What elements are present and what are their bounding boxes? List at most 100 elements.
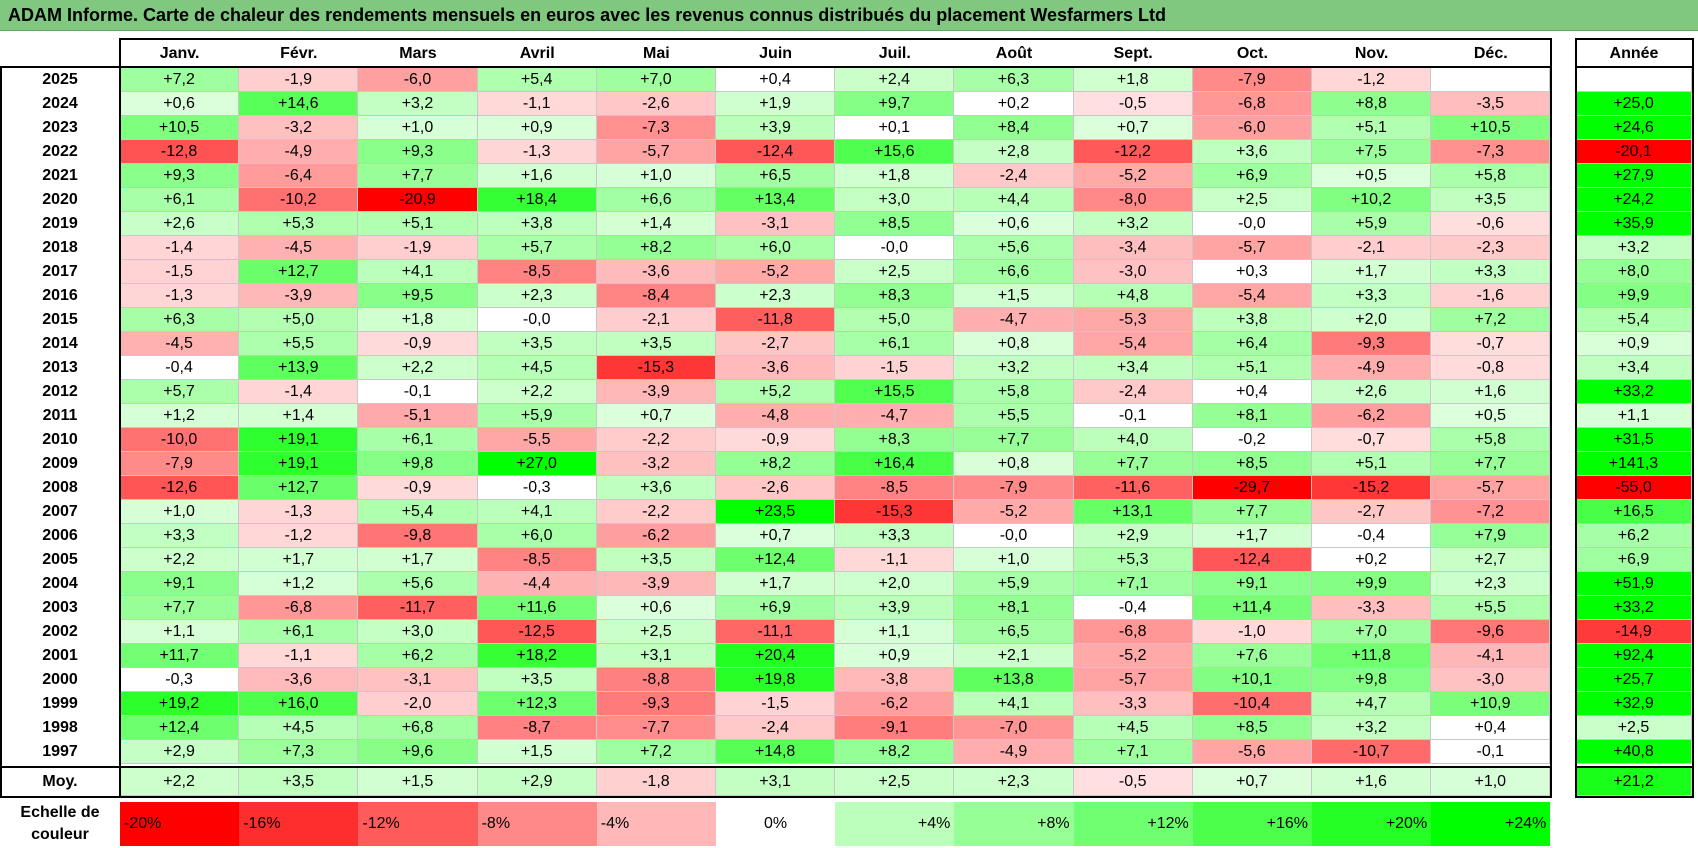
heatmap-cell: -15,3	[596, 356, 716, 380]
heatmap-cell: -3,0	[1431, 668, 1551, 692]
heatmap-cell: -1,5	[835, 356, 955, 380]
heatmap-cell: -12,2	[1073, 140, 1193, 164]
heatmap-cell: +19,1	[239, 428, 359, 452]
heatmap-cell: -9,3	[1312, 332, 1432, 356]
heatmap-cell: +5,7	[477, 236, 597, 260]
heatmap-cell: -3,2	[596, 452, 716, 476]
heatmap-cell: -8,5	[477, 548, 597, 572]
heatmap-cell: -1,1	[477, 92, 597, 116]
heatmap-cell: +2,4	[835, 68, 955, 92]
heatmap-cell: +19,8	[716, 668, 836, 692]
annual-cell: +0,9	[1576, 332, 1692, 356]
heatmap-cell: -0,0	[1192, 212, 1312, 236]
heatmap-cell: +8,5	[1192, 452, 1312, 476]
heatmap-cell: -10,7	[1312, 740, 1432, 764]
heatmap-cell: -5,2	[1073, 644, 1193, 668]
heatmap-cell: -5,4	[1192, 284, 1312, 308]
heatmap-cell: -10,2	[239, 188, 359, 212]
heatmap-cell: +5,6	[954, 236, 1074, 260]
heatmap-cell: +13,4	[716, 188, 836, 212]
heatmap-cell: -3,5	[1431, 92, 1551, 116]
year-label-2016: 2016	[42, 287, 78, 304]
annual-cell: +51,9	[1576, 572, 1692, 596]
heatmap-cell: +3,0	[358, 620, 478, 644]
heatmap-cell: -4,5	[239, 236, 359, 260]
color-scale-step: 0%	[716, 802, 836, 846]
heatmap-cell: +7,7	[1073, 452, 1193, 476]
average-cell: +1,5	[358, 768, 478, 796]
heatmap-cell: +5,4	[477, 68, 597, 92]
heatmap-cell: -6,2	[1312, 404, 1432, 428]
heatmap-cell: +5,9	[954, 572, 1074, 596]
heatmap-cell: +7,7	[358, 164, 478, 188]
heatmap-cell: +12,7	[239, 260, 359, 284]
heatmap-cell: +0,5	[1312, 164, 1432, 188]
heatmap-cell: +0,6	[120, 92, 240, 116]
heatmap-cell: +3,2	[1312, 716, 1432, 740]
heatmap-cell: +9,1	[1192, 572, 1312, 596]
heatmap-cell: -1,3	[239, 500, 359, 524]
heatmap-cell: +0,9	[477, 116, 597, 140]
heatmap-cell: +1,1	[835, 620, 955, 644]
heatmap-cell: -3,6	[716, 356, 836, 380]
heatmap-cell: -2,1	[1312, 236, 1432, 260]
heatmap-cell: -0,7	[1431, 332, 1551, 356]
heatmap-cell: -1,9	[239, 68, 359, 92]
annual-cell: +33,2	[1576, 596, 1692, 620]
heatmap-cell: -9,6	[1431, 620, 1551, 644]
heatmap-cell: +1,4	[239, 404, 359, 428]
heatmap-cell: +23,5	[716, 500, 836, 524]
heatmap-cell: -4,8	[716, 404, 836, 428]
heatmap-cell: -0,0	[954, 524, 1074, 548]
annual-cell: +33,2	[1576, 380, 1692, 404]
heatmap-cell: +8,4	[954, 116, 1074, 140]
heatmap-cell: +4,5	[477, 356, 597, 380]
heatmap-cell: -7,9	[120, 452, 240, 476]
heatmap-cell: +1,8	[358, 308, 478, 332]
annual-cell: +35,9	[1576, 212, 1692, 236]
average-label: Moy.	[42, 773, 78, 790]
year-label-2024: 2024	[42, 95, 78, 112]
heatmap-cell: -8,7	[477, 716, 597, 740]
heatmap-cell: +18,4	[477, 188, 597, 212]
heatmap-cell: -5,7	[1192, 236, 1312, 260]
annual-cell: -20,1	[1576, 140, 1692, 164]
heatmap-cell: +6,6	[954, 260, 1074, 284]
heatmap-cell: -7,9	[1192, 68, 1312, 92]
heatmap-cell: +5,1	[1312, 452, 1432, 476]
heatmap-cell: +2,0	[1312, 308, 1432, 332]
heatmap-cell: -5,3	[1073, 308, 1193, 332]
color-scale-step: -20%	[120, 802, 240, 846]
heatmap-cell: +5,2	[716, 380, 836, 404]
heatmap-cell: +2,6	[120, 212, 240, 236]
heatmap-cell: +8,8	[1312, 92, 1432, 116]
heatmap-cell: +0,8	[954, 332, 1074, 356]
heatmap-cell: +8,5	[1192, 716, 1312, 740]
heatmap-cell: +12,4	[716, 548, 836, 572]
month-header-4: Avril	[519, 45, 555, 62]
heatmap-cell: +6,9	[716, 596, 836, 620]
heatmap-cell: -4,9	[239, 140, 359, 164]
heatmap-cell: +7,6	[1192, 644, 1312, 668]
heatmap-cell: -4,4	[477, 572, 597, 596]
heatmap-cell: +1,0	[120, 500, 240, 524]
heatmap-cell: +1,5	[477, 740, 597, 764]
heatmap-cell: +4,1	[954, 692, 1074, 716]
heatmap-cell: +5,9	[1312, 212, 1432, 236]
heatmap-cell: +5,3	[239, 212, 359, 236]
color-scale-step: +4%	[835, 802, 955, 846]
heatmap-cell: +20,4	[716, 644, 836, 668]
year-label-2005: 2005	[42, 551, 78, 568]
heatmap-cell: -7,7	[596, 716, 716, 740]
heatmap-cell: +3,0	[835, 188, 955, 212]
heatmap-cell: +6,5	[716, 164, 836, 188]
color-scale-step: -16%	[239, 802, 359, 846]
heatmap-cell: +7,7	[120, 596, 240, 620]
heatmap-cell: -3,6	[239, 668, 359, 692]
annual-header-divider	[1575, 66, 1694, 68]
heatmap-cell: +5,0	[239, 308, 359, 332]
heatmap-cell: +5,0	[835, 308, 955, 332]
heatmap-cell: -2,7	[1312, 500, 1432, 524]
year-label-1998: 1998	[42, 719, 78, 736]
annual-cell: +24,6	[1576, 116, 1692, 140]
